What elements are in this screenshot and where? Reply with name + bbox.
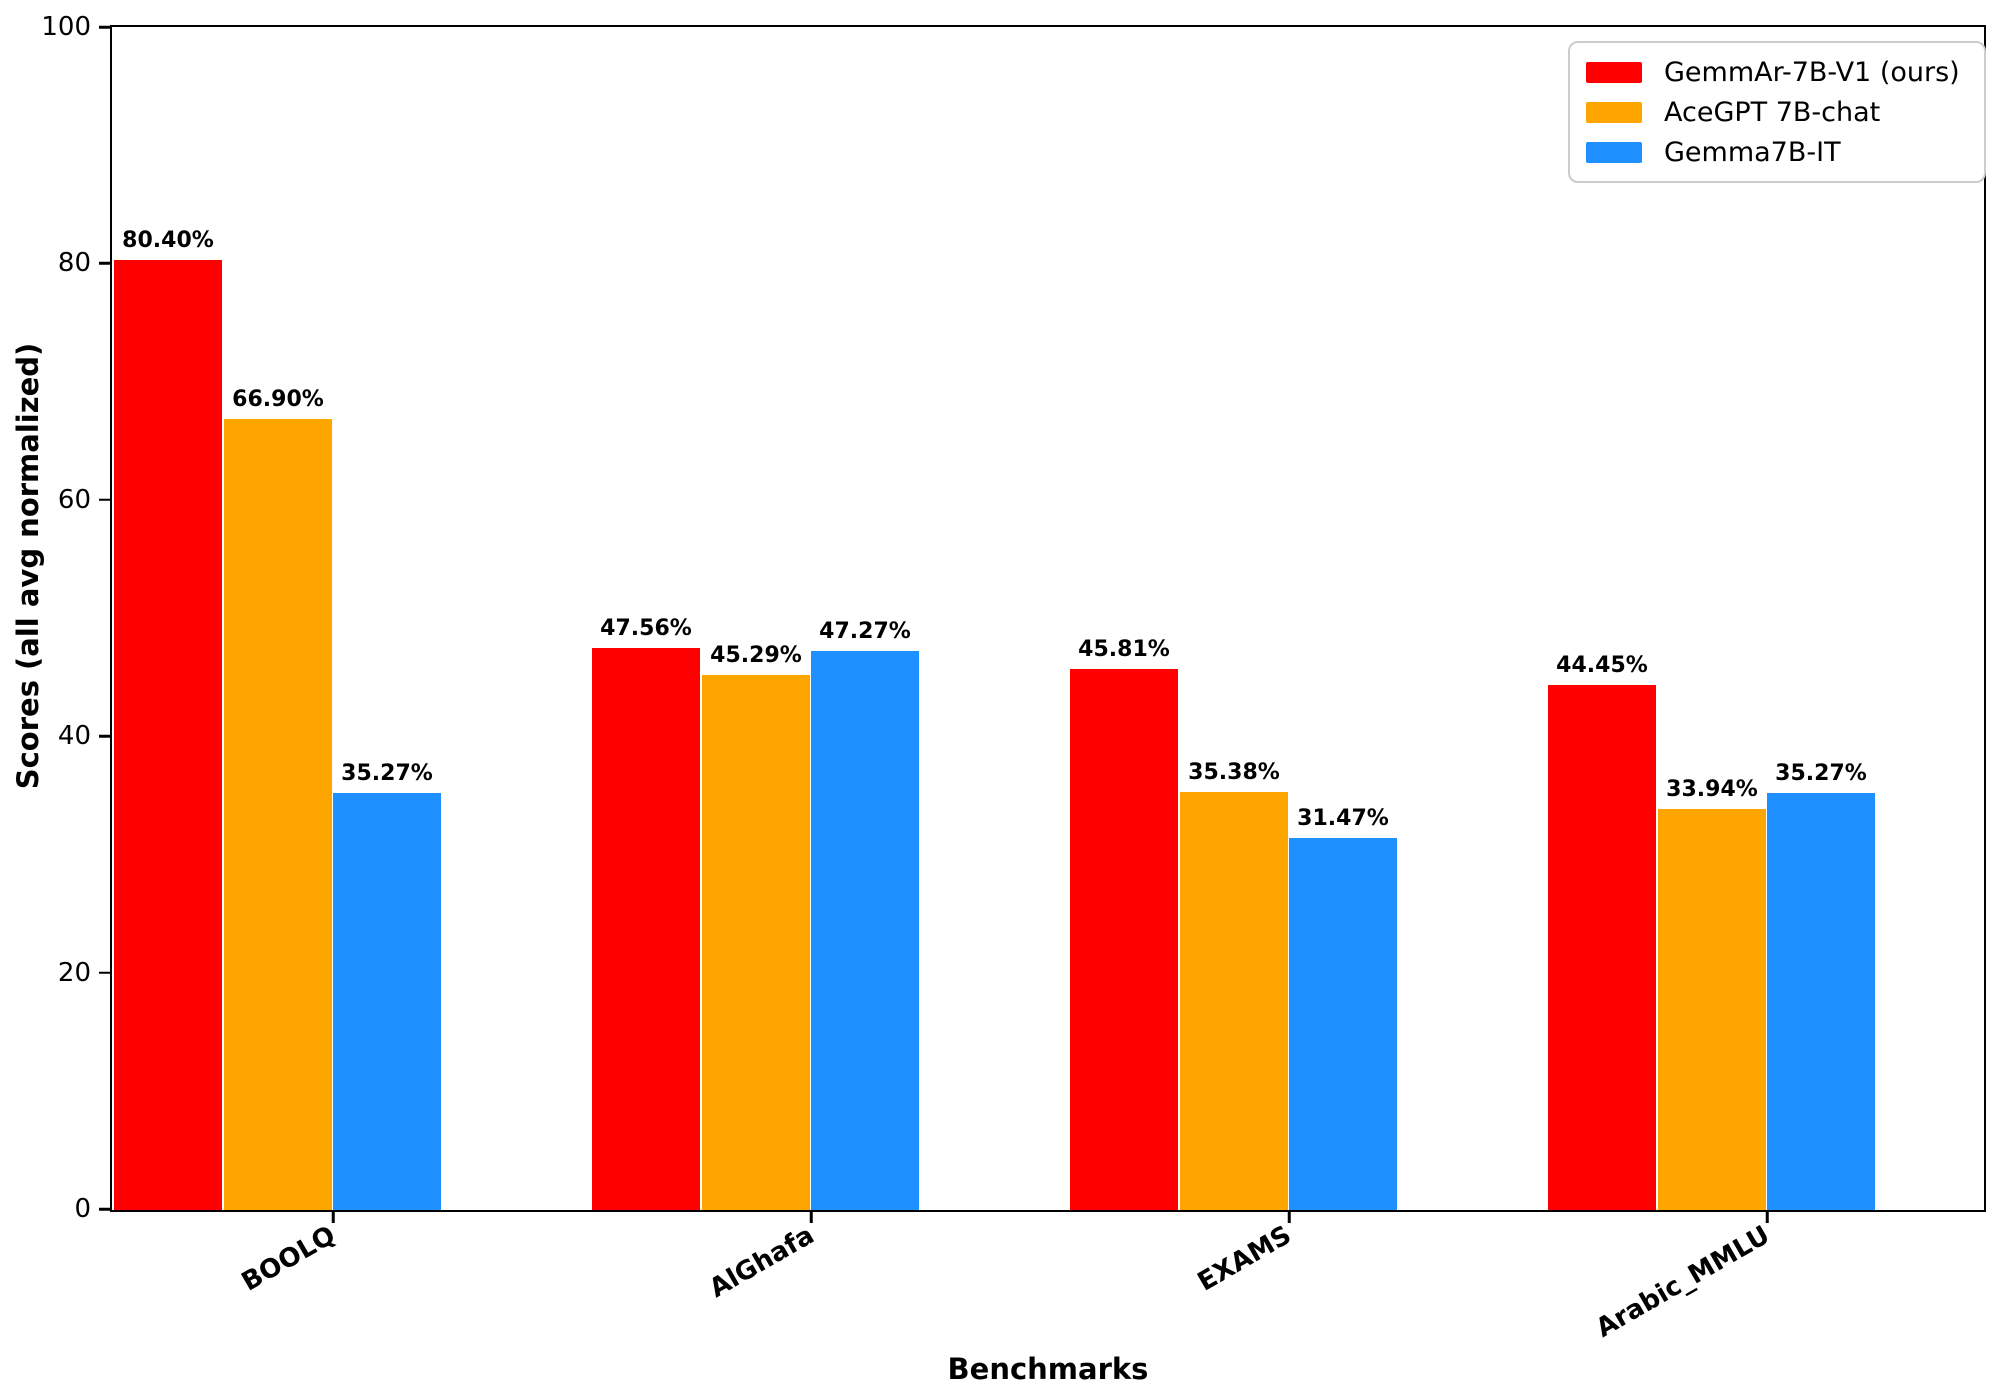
legend-item: Gemma7B-IT bbox=[1586, 132, 1960, 172]
y-tick-mark bbox=[99, 1207, 110, 1211]
bar-BOOLQ-series-2 bbox=[224, 419, 332, 1210]
plot-area: 0 20 40 60 80 100 80.40% 66.90% 35.27% BOOLQ 47.56… bbox=[41, 14, 1986, 1344]
bar-Arabic_MMLU-series-1 bbox=[1548, 684, 1656, 1210]
bar-value-label: 66.90% bbox=[232, 387, 324, 413]
y-tick-label: 20 bbox=[57, 957, 91, 988]
bar-value-label: 45.29% bbox=[710, 642, 802, 668]
bar-value-label: 31.47% bbox=[1297, 806, 1389, 832]
x-tick-mark bbox=[809, 1212, 813, 1223]
legend-swatch bbox=[1586, 101, 1642, 123]
bar-value-label: 35.27% bbox=[1775, 761, 1867, 787]
y-tick-label: 60 bbox=[57, 484, 91, 515]
x-tick-label-EXAMS: EXAMS bbox=[1193, 1220, 1297, 1298]
bar-Arabic_MMLU-series-2 bbox=[1658, 808, 1766, 1210]
y-axis-title: Scores (all avg normalized) bbox=[11, 342, 45, 790]
bar-EXAMS-series-3 bbox=[1289, 838, 1397, 1210]
bar-value-label: 47.56% bbox=[600, 615, 692, 641]
y-tick-mark bbox=[99, 734, 110, 738]
bar-EXAMS-series-2 bbox=[1180, 791, 1288, 1210]
bar-value-label: 80.40% bbox=[122, 227, 214, 253]
legend-swatch bbox=[1586, 61, 1642, 83]
bar-value-label: 45.81% bbox=[1078, 636, 1170, 662]
legend: GemmAr-7B-V1 (ours) AceGPT 7B-chat Gemma7B… bbox=[1568, 41, 1986, 183]
bar-value-label: 35.27% bbox=[341, 761, 433, 787]
bar-value-label: 33.94% bbox=[1666, 776, 1758, 802]
x-tick-label-BOOLQ: BOOLQ bbox=[237, 1220, 341, 1298]
y-tick-label: 100 bbox=[41, 12, 91, 42]
bar-BOOLQ-series-1 bbox=[114, 259, 222, 1210]
x-tick-mark bbox=[1765, 1212, 1769, 1223]
bar-value-label: 35.38% bbox=[1188, 759, 1280, 785]
bar-AlGhafa-series-2 bbox=[702, 674, 810, 1210]
x-tick-label-AlGhafa: AlGhafa bbox=[704, 1220, 819, 1304]
bar-AlGhafa-series-1 bbox=[592, 647, 700, 1210]
legend-item: AceGPT 7B-chat bbox=[1586, 92, 1960, 132]
bar-AlGhafa-series-3 bbox=[811, 651, 919, 1210]
x-axis-title: Benchmarks bbox=[947, 1352, 1149, 1386]
bar-value-label: 44.45% bbox=[1556, 652, 1648, 678]
x-tick-mark bbox=[1287, 1212, 1291, 1223]
legend-label: GemmAr-7B-V1 (ours) bbox=[1664, 56, 1960, 88]
legend-item: GemmAr-7B-V1 (ours) bbox=[1586, 52, 1960, 92]
bar-Arabic_MMLU-series-3 bbox=[1767, 793, 1875, 1210]
y-tick-mark bbox=[99, 262, 110, 265]
legend-swatch bbox=[1586, 141, 1642, 163]
x-tick-label-Arabic_MMLU: Arabic_MMLU bbox=[1591, 1220, 1775, 1344]
y-tick-mark bbox=[99, 971, 110, 974]
bar-BOOLQ-series-3 bbox=[333, 793, 441, 1210]
legend-label: AceGPT 7B-chat bbox=[1664, 96, 1881, 128]
bar-value-label: 47.27% bbox=[819, 619, 911, 645]
y-tick-mark bbox=[99, 25, 110, 29]
y-tick-label: 0 bbox=[74, 1194, 91, 1224]
bar-EXAMS-series-1 bbox=[1070, 668, 1178, 1210]
y-tick-mark bbox=[99, 498, 110, 502]
x-tick-mark bbox=[331, 1212, 335, 1223]
legend-label: Gemma7B-IT bbox=[1664, 136, 1841, 168]
y-tick-label: 80 bbox=[57, 248, 91, 279]
y-tick-label: 40 bbox=[57, 721, 91, 752]
